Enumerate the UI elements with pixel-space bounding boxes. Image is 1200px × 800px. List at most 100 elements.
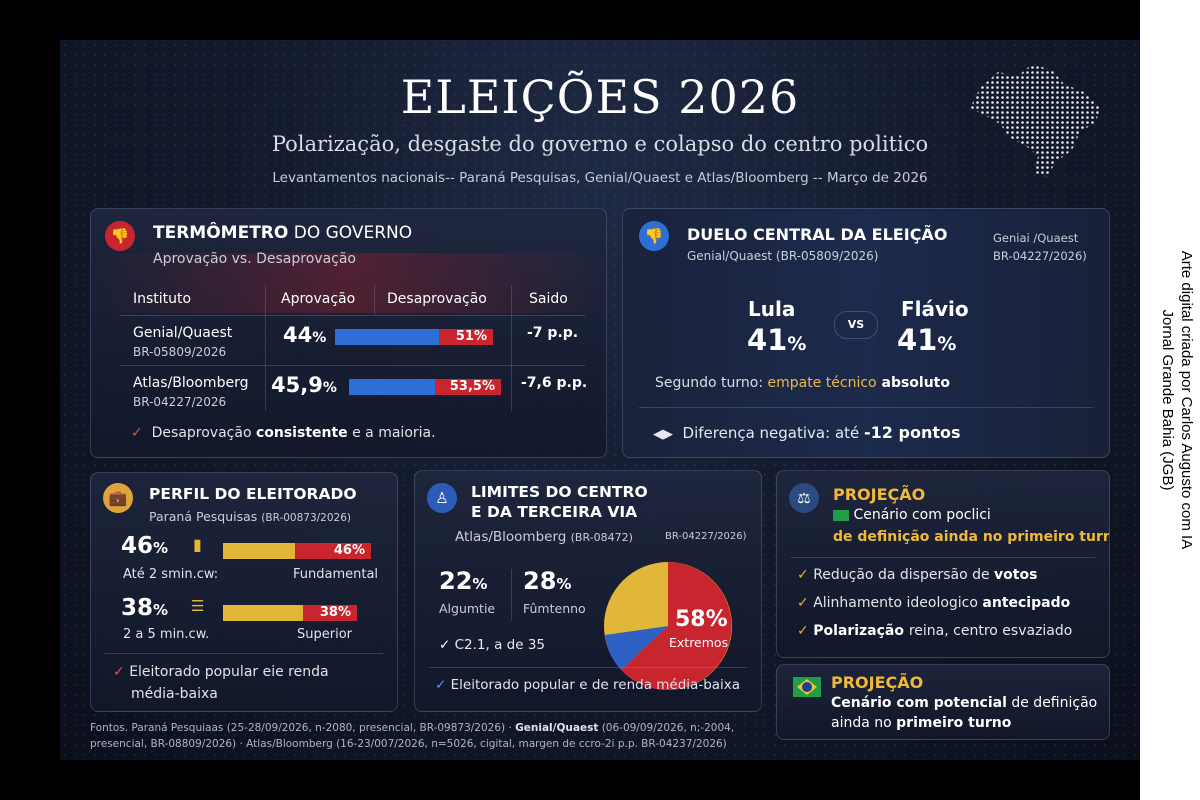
- briefcase-icon: 💼: [103, 483, 133, 513]
- projecao-line2: de definição ainda no primeiro turno: [833, 529, 1110, 545]
- saldo-value: -7,6 p.p.: [521, 375, 588, 391]
- pie-slice-extremos: [621, 562, 732, 690]
- stat-label: Algumtie: [439, 601, 496, 616]
- projecao-divider: [791, 557, 1095, 558]
- extremos-pie-chart: [604, 562, 732, 690]
- limites-card: ♙ LIMITES DO CENTRO E DA TERCEIRA VIA At…: [414, 470, 762, 712]
- diferenca-note: ◀▶ Diferença negativa: até -12 pontos: [653, 423, 961, 442]
- perfil-left-label: Até 2 smin.cw:: [123, 567, 219, 582]
- survey-sources-line: Levantamentos nacionais-- Paraná Pesquis…: [272, 170, 928, 186]
- projecao-card: ⚖ PROJEÇÃO Cenário com poclici de defini…: [776, 470, 1110, 658]
- termometro-subtitle: Aprovação vs. Desaprovação: [153, 251, 356, 267]
- red-glow: [91, 253, 606, 313]
- approval-value: 45,9%: [271, 373, 337, 397]
- row-institute-code: BR-04227/2026: [133, 395, 227, 409]
- duelo-divider: [639, 407, 1093, 408]
- header-divider: [119, 315, 585, 316]
- candidate-flavio-name: Flávio: [901, 297, 969, 321]
- row-institute-name: Atlas/Bloomberg: [133, 375, 249, 391]
- approval-bar: [335, 329, 439, 345]
- projecao-2-line1: Cenário com potencial de definição: [831, 695, 1098, 711]
- brazil-flag-icon: [793, 677, 821, 697]
- projecao-2-title: PROJEÇÃO: [831, 673, 924, 692]
- termometro-note: ✓ Desaprovação consistente e a maioria.: [131, 425, 436, 441]
- stat-divider: [511, 569, 512, 621]
- duelo-subtitle: Genial/Quaest (BR-05809/2026): [687, 249, 879, 263]
- page-subtitle: Polarização, desgaste do governo e colap…: [271, 132, 929, 156]
- brazil-map-icon: [970, 64, 1100, 178]
- duelo-side-label: Geniai /Quaest: [993, 231, 1079, 245]
- disapproval-bar: 53,5%: [435, 379, 501, 395]
- projecao-title: PROJEÇÃO: [833, 485, 926, 504]
- col-header-instituto: Instituto: [133, 291, 192, 307]
- credit-strip: Arte digital criada por Carlos Augusto c…: [1140, 0, 1200, 800]
- stat-value: 28%: [523, 567, 572, 595]
- projecao-card-2: PROJEÇÃO Cenário com potencial de defini…: [776, 664, 1110, 740]
- disapproval-bar: 51%: [439, 329, 493, 345]
- footer-sources: Fontos. Paraná Pesquiaas (25-28/09/2026,…: [90, 722, 735, 750]
- col-header-saldo: Saido: [529, 291, 568, 307]
- duelo-side-code: BR-04227/2026): [993, 249, 1087, 263]
- column-divider: [374, 285, 375, 315]
- candidate-flavio-pct: 41%: [897, 323, 957, 357]
- perfil-divider: [105, 653, 383, 654]
- perfil-value: 38%: [121, 595, 169, 621]
- termometro-card: 👎 TERMÔMETRO DO GOVERNO Aprovação vs. De…: [90, 208, 607, 458]
- col-header-desaprovacao: Desaprovação: [387, 291, 487, 307]
- limites-note: ✓ Eleitorado popular e de renda média-ba…: [435, 677, 741, 693]
- limites-side-code: BR-04227/2026): [665, 531, 747, 542]
- segundo-turno-note: Segundo turno: empate técnico absoluto: [655, 375, 950, 391]
- stack-icon: ☰: [191, 597, 205, 615]
- vs-badge: VS: [834, 311, 878, 339]
- projecao-item: ✓ Polarização reina, centro esvaziado: [797, 623, 1073, 639]
- candidate-lula-pct: 41%: [747, 323, 807, 357]
- pie-slice-other: [605, 626, 668, 670]
- perfil-note: ✓ Eleitorado popular eie renda média-bai…: [113, 664, 329, 702]
- limites-title-line2: E DA TERCEIRA VIA: [471, 503, 638, 521]
- duelo-card: 👎 DUELO CENTRAL DA ELEIÇÃO Genial/Quaest…: [622, 208, 1110, 458]
- limites-check-line: ✓ C2.1, a de 35: [439, 637, 545, 653]
- brazil-flag-icon: [833, 509, 849, 521]
- lamp-icon: ▮: [193, 535, 202, 554]
- approval-bar: [349, 379, 435, 395]
- perfil-red-bar: 46%: [295, 543, 371, 559]
- thumbs-down-icon: 👎: [105, 221, 135, 251]
- infographic: ELEIÇÕES 2026 Polarização, desgaste do g…: [60, 40, 1140, 760]
- projecao-2-line2: ainda no primeiro turno: [831, 715, 1012, 731]
- page-title: ELEIÇÕES 2026: [400, 70, 800, 124]
- column-divider: [265, 285, 266, 411]
- approval-value: 44%: [283, 323, 327, 347]
- row-institute-code: BR-05809/2026: [133, 345, 227, 359]
- row-divider: [119, 365, 585, 366]
- stat-label: Fûmtenno: [523, 601, 586, 616]
- projecao-line1: Cenário com poclici: [833, 507, 991, 523]
- perfil-value: 46%: [121, 533, 169, 559]
- perfil-card: 💼 PERFIL DO ELEITORADO Paraná Pesquisas …: [90, 472, 398, 712]
- perfil-title: PERFIL DO ELEITORADO: [149, 485, 357, 503]
- column-divider: [511, 285, 512, 411]
- duelo-title: DUELO CENTRAL DA ELEIÇÃO: [687, 225, 948, 244]
- credit-text: Arte digital criada por Carlos Augusto c…: [1159, 250, 1195, 550]
- perfil-red-bar: 38%: [303, 605, 357, 621]
- pie-value: 58%: [675, 607, 728, 632]
- perfil-right-label: Fundamental: [293, 567, 379, 582]
- perfil-right-label: Superior: [297, 627, 352, 642]
- stat-value: 22%: [439, 567, 488, 595]
- thumbs-down-icon: 👎: [639, 221, 669, 251]
- termometro-title: TERMÔMETRO DO GOVERNO: [153, 223, 413, 243]
- perfil-left-label: 2 a 5 min.cw.: [123, 627, 210, 642]
- limites-divider: [429, 667, 747, 668]
- candidate-lula-name: Lula: [748, 297, 796, 321]
- person-icon: ♙: [427, 483, 457, 513]
- projecao-item: ✓ Redução da dispersão de votos: [797, 567, 1038, 583]
- scales-icon: ⚖: [789, 483, 819, 513]
- perfil-gold-bar: [223, 605, 303, 621]
- pie-label: Extremos: [669, 635, 729, 650]
- perfil-gold-bar: [223, 543, 295, 559]
- saldo-value: -7 p.p.: [527, 325, 579, 341]
- projecao-item: ✓ Alinhamento ideologico antecipado: [797, 595, 1071, 611]
- limites-title-line1: LIMITES DO CENTRO: [471, 483, 648, 501]
- col-header-aprovacao: Aprovação: [281, 291, 356, 307]
- perfil-subtitle: Paraná Pesquisas (BR-00873/2026): [149, 509, 351, 524]
